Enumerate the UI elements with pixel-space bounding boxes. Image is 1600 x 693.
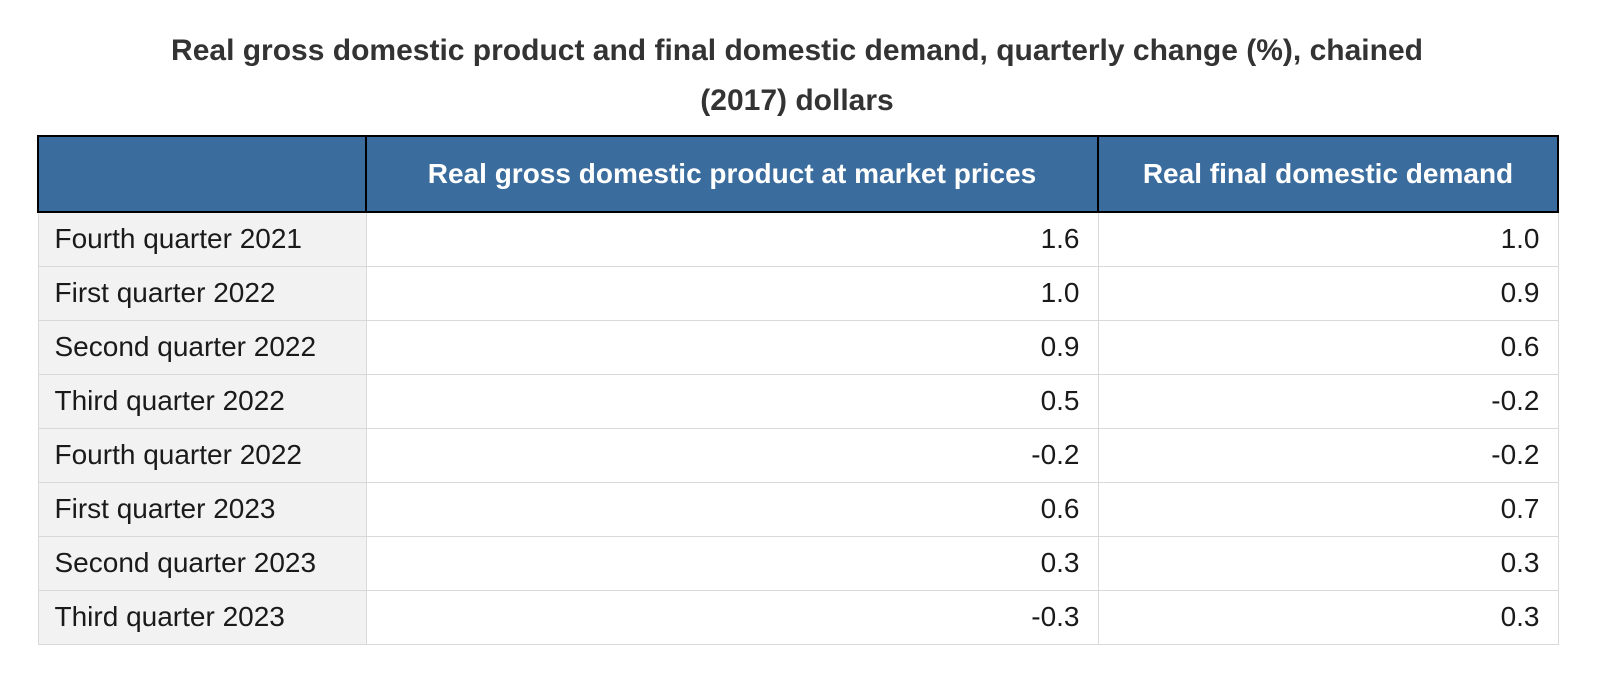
row-label-cell: First quarter 2023 [37,481,367,537]
page-title-line-2: (2017) dollars [700,84,894,117]
table-row: Fourth quarter 2021 1.6 1.0 [37,211,1559,267]
fdd-value-cell: 0.9 [1097,265,1559,321]
table-row: Third quarter 2022 0.5 -0.2 [37,373,1559,429]
row-label-cell: Third quarter 2022 [37,373,367,429]
fdd-value-cell: 0.3 [1097,535,1559,591]
fdd-value-cell: 0.3 [1097,589,1559,645]
row-label-cell: First quarter 2022 [37,265,367,321]
gdp-value-cell: -0.3 [365,589,1099,645]
fdd-value-cell: -0.2 [1097,427,1559,483]
page-title: Real gross domestic product and final do… [37,26,1557,126]
row-label-cell: Fourth quarter 2021 [37,211,367,267]
fdd-value-cell: 1.0 [1097,211,1559,267]
gdp-value-cell: 1.0 [365,265,1099,321]
table-row: First quarter 2022 1.0 0.9 [37,265,1559,321]
table-row: First quarter 2023 0.6 0.7 [37,481,1559,537]
table-header-row: Real gross domestic product at market pr… [37,135,1559,213]
fdd-value-cell: 0.7 [1097,481,1559,537]
gdp-column-header: Real gross domestic product at market pr… [365,135,1099,213]
page-title-line-1: Real gross domestic product and final do… [171,34,1423,67]
row-label-cell: Fourth quarter 2022 [37,427,367,483]
row-label-cell: Second quarter 2023 [37,535,367,591]
corner-header-cell [37,135,367,213]
row-label-cell: Third quarter 2023 [37,589,367,645]
data-table: Real gross domestic product at market pr… [37,135,1559,645]
table-row: Third quarter 2023 -0.3 0.3 [37,589,1559,645]
table-row: Second quarter 2023 0.3 0.3 [37,535,1559,591]
fdd-value-cell: -0.2 [1097,373,1559,429]
row-label-cell: Second quarter 2022 [37,319,367,375]
fdd-value-cell: 0.6 [1097,319,1559,375]
gdp-value-cell: -0.2 [365,427,1099,483]
fdd-column-header: Real final domestic demand [1097,135,1559,213]
gdp-value-cell: 0.6 [365,481,1099,537]
gdp-value-cell: 0.9 [365,319,1099,375]
table-row: Fourth quarter 2022 -0.2 -0.2 [37,427,1559,483]
table-row: Second quarter 2022 0.9 0.6 [37,319,1559,375]
gdp-value-cell: 0.5 [365,373,1099,429]
gdp-value-cell: 0.3 [365,535,1099,591]
gdp-value-cell: 1.6 [365,211,1099,267]
